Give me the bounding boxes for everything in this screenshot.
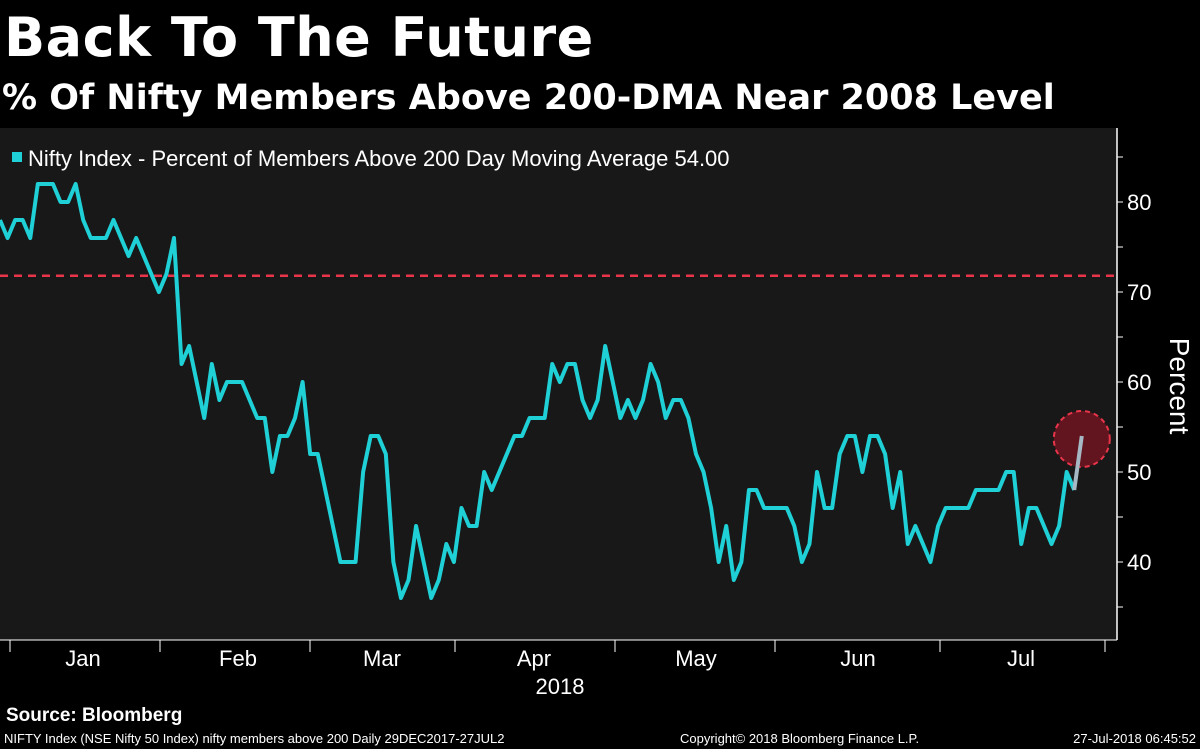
- y-tick-label: 70: [1127, 280, 1151, 305]
- ticker-info: NIFTY Index (NSE Nifty 50 Index) nifty m…: [4, 731, 505, 746]
- copyright: Copyright© 2018 Bloomberg Finance L.P.: [680, 731, 920, 746]
- x-axis-year-label: 2018: [536, 674, 585, 699]
- x-tick-label: Mar: [363, 646, 401, 671]
- series-line: [0, 182, 1077, 600]
- x-tick-label: Jun: [840, 646, 875, 671]
- legend-swatch: [12, 152, 22, 162]
- y-tick-label: 40: [1127, 550, 1151, 575]
- x-tick-label: May: [675, 646, 717, 671]
- legend-label: Nifty Index - Percent of Members Above 2…: [28, 146, 730, 171]
- y-tick-label: 80: [1127, 190, 1151, 215]
- source-label: Source: Bloomberg: [6, 705, 183, 726]
- x-tick-label: Apr: [517, 646, 551, 671]
- x-tick-label: Jul: [1007, 646, 1035, 671]
- y-tick-label: 50: [1127, 460, 1151, 485]
- chart-title: Back To The Future: [4, 6, 594, 69]
- chart-subtitle: % Of Nifty Members Above 200-DMA Near 20…: [2, 78, 1055, 118]
- x-tick-label: Jan: [65, 646, 100, 671]
- line-chart: Nifty Index - Percent of Members Above 2…: [0, 128, 1195, 699]
- y-tick-label: 60: [1127, 370, 1151, 395]
- y-axis-label: Percent: [1164, 338, 1195, 435]
- x-tick-label: Feb: [219, 646, 257, 671]
- plot-area: [0, 128, 1117, 640]
- last-segment: [1072, 435, 1084, 491]
- timestamp: 27-Jul-2018 06:45:52: [1073, 731, 1196, 746]
